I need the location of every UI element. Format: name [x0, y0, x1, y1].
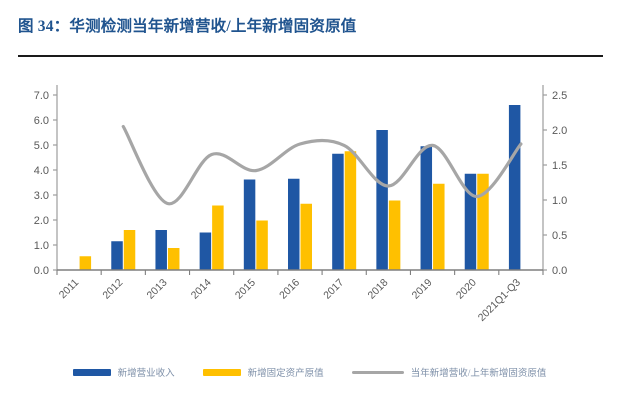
category-tick-label: 2011: [57, 277, 82, 302]
bar-revenue: [155, 230, 167, 270]
bar-revenue: [243, 179, 256, 270]
legend-item-revenue[interactable]: 新增营业收入: [72, 365, 175, 379]
category-tick-label: 2017: [321, 277, 346, 302]
category-tick-label: 2015: [233, 277, 258, 302]
legend-swatch-ratio: [351, 370, 404, 374]
category-tick-label: 2014: [189, 277, 214, 302]
bar-fixed-assets: [388, 200, 401, 270]
bar-revenue: [508, 105, 521, 270]
bar-fixed-assets: [256, 220, 268, 270]
category-tick-label: 2021Q1-Q3: [476, 277, 523, 324]
left-axis: 0.0 1.0 2.0 3.0 4.0 5.0 6.0 7.0: [34, 85, 58, 277]
right-axis-tick-label: 1.0: [552, 195, 567, 207]
bar-fixed-assets: [344, 151, 357, 270]
legend-item-ratio[interactable]: 当年新增营收/上年新增固资原值: [351, 365, 547, 379]
bar-revenue: [288, 178, 300, 270]
legend-label-fixed-assets: 新增固定资产原值: [247, 369, 324, 379]
legend-swatch-fixed-assets: [202, 368, 241, 376]
ratio-line-layer: [121, 124, 523, 206]
right-axis-tick-label: 1.5: [552, 160, 567, 172]
legend-label-revenue: 新增营业收入: [117, 369, 175, 379]
left-axis-tick-label: 4.0: [34, 165, 49, 177]
left-axis-tick-label: 0.0: [34, 265, 49, 277]
bar-revenue: [464, 173, 477, 270]
category-tick-label: 2018: [365, 277, 390, 302]
bar-fixed-assets: [433, 183, 445, 270]
left-axis-tick-label: 1.0: [34, 240, 49, 252]
bar-fixed-assets: [79, 256, 92, 270]
page-title: 图 34：华测检测当年新增营收/上年新增固资原值: [18, 18, 357, 35]
bar-revenue: [376, 130, 388, 270]
category-axis: 2011 2012 2013 2014 2015 2016 2017 2018 2019 2020…: [56, 269, 544, 324]
left-axis-tick-label: 7.0: [34, 90, 49, 102]
title-divider: [18, 55, 603, 57]
right-axis: 0.0 0.5 1.0 1.5 2.0 2.5: [542, 85, 567, 277]
bar-revenue: [111, 241, 123, 270]
bar-fixed-assets: [167, 248, 180, 270]
combo-chart-svg: 0.0 1.0 2.0 3.0 4.0 5.0 6.0 7.0 0.0 0.5 1.0 1.5 2.0…: [34, 85, 567, 324]
bar-revenue: [420, 146, 433, 270]
ratio-line: [121, 124, 523, 206]
right-axis-tick-label: 0.0: [552, 265, 567, 277]
figure-title-block: 图 34：华测检测当年新增营收/上年新增固资原值: [18, 14, 603, 36]
bar-revenue: [199, 232, 212, 270]
bar-revenue: [332, 153, 344, 270]
category-tick-label: 2013: [145, 277, 170, 302]
bar-fixed-assets: [300, 203, 312, 270]
chart-plot-area: 0.0 1.0 2.0 3.0 4.0 5.0 6.0 7.0 0.0 0.5 1.0 1.5 2.0…: [0, 62, 619, 352]
legend-item-fixed-assets[interactable]: 新增固定资产原值: [202, 365, 324, 379]
category-tick-label: 2019: [410, 277, 435, 302]
right-axis-tick-label: 2.5: [552, 90, 567, 102]
legend-label-ratio: 当年新增营收/上年新增固资原值: [410, 369, 547, 379]
category-tick-label: 2016: [277, 277, 302, 302]
right-axis-tick-label: 2.0: [552, 125, 567, 137]
bars-layer: [79, 105, 521, 270]
left-axis-tick-label: 2.0: [34, 215, 49, 227]
left-axis-tick-label: 5.0: [34, 140, 49, 152]
chart-legend: 新增营业收入 新增固定资产原值 当年新增营收/上年新增固资原值: [0, 352, 619, 392]
bar-fixed-assets: [212, 205, 224, 270]
bar-fixed-assets: [477, 173, 489, 270]
left-axis-tick-label: 6.0: [34, 115, 49, 127]
right-axis-tick-label: 0.5: [552, 230, 567, 242]
bar-fixed-assets: [123, 230, 136, 270]
left-axis-tick-label: 3.0: [34, 190, 49, 202]
legend-swatch-revenue: [72, 368, 111, 376]
category-tick-label: 2020: [454, 277, 479, 302]
category-tick-label: 2012: [100, 277, 125, 302]
